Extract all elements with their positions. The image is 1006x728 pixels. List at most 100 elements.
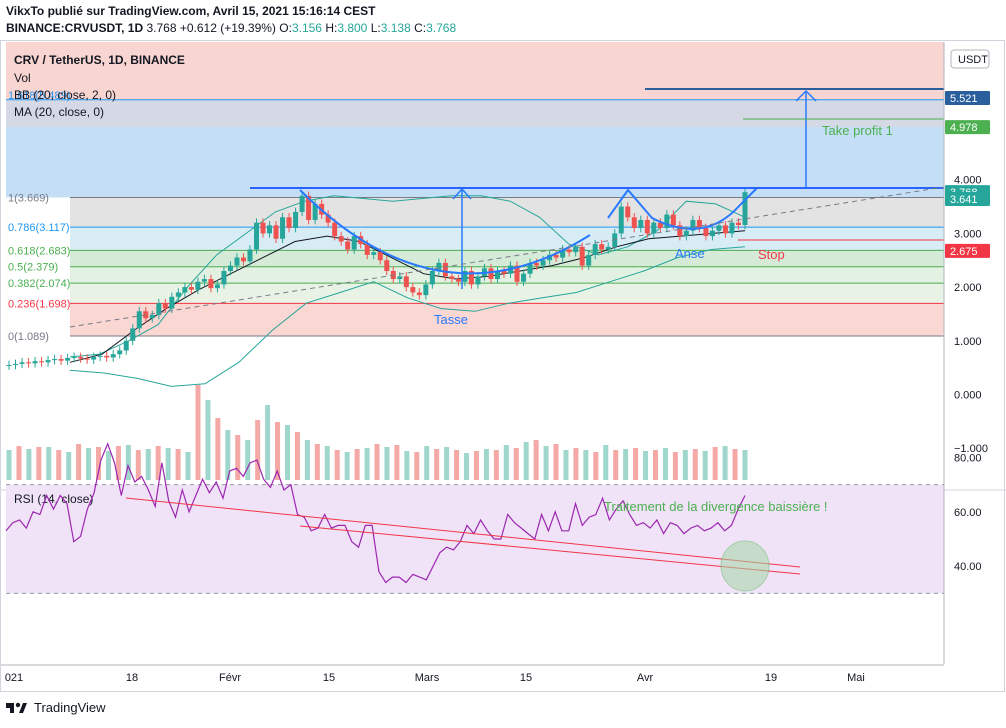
candle-body <box>683 230 689 237</box>
candle-body <box>6 364 12 366</box>
candle-body <box>494 270 500 280</box>
volume-bar <box>374 444 380 480</box>
candle-body <box>136 311 142 329</box>
volume-bar <box>583 450 589 480</box>
divergence-line <box>125 497 801 568</box>
candle-body <box>332 222 338 237</box>
volume-bar <box>314 444 320 480</box>
candle-body <box>664 214 670 229</box>
brand-text: TradingView <box>34 700 106 715</box>
time-tick-label: 021 <box>5 672 23 684</box>
volume-bar <box>384 447 390 480</box>
fib-zone <box>70 250 944 267</box>
tradingview-logo[interactable]: TradingView <box>6 700 106 715</box>
candle-body <box>696 219 702 229</box>
candle-body <box>573 246 579 253</box>
price-label-text: 3.641 <box>950 194 978 206</box>
candle-body <box>605 246 611 250</box>
fib-label: 0.382(2.074) <box>8 278 70 290</box>
volume-bar <box>56 450 62 480</box>
volume-bar <box>712 447 718 480</box>
volume-bar <box>36 447 42 480</box>
volume-bar <box>493 450 499 480</box>
volume-bar <box>473 451 479 480</box>
bb-upper-line <box>69 195 746 358</box>
candle-body <box>377 252 383 261</box>
volume-bar <box>265 405 271 480</box>
candle-body <box>670 214 676 226</box>
legend-title: CRV / TetherUS, 1D, BINANCE <box>14 53 185 67</box>
volume-bar <box>105 451 111 480</box>
volume-bar <box>613 450 619 480</box>
volume-bar <box>652 450 658 480</box>
trend-line <box>69 186 945 328</box>
fib-label: 0(1.089) <box>8 331 49 343</box>
take-profit-label: Take profit 1 <box>822 123 893 138</box>
candle-body <box>566 249 572 253</box>
candle-body <box>234 257 240 266</box>
open-value: 3.156 <box>291 21 322 35</box>
volume-bar <box>324 446 330 480</box>
candle-body <box>201 279 207 282</box>
time-tick-label: Avr <box>637 672 654 684</box>
price-label-text: 4.978 <box>950 122 978 134</box>
candle-body <box>117 350 123 355</box>
candle-body <box>156 303 162 316</box>
volume-bar <box>205 400 211 480</box>
high-label: H: <box>325 21 338 35</box>
candle-body <box>97 355 103 357</box>
fib-label: 0.236(1.698) <box>8 298 70 310</box>
close-label: C: <box>414 21 427 35</box>
time-tick-label: Mai <box>847 672 865 684</box>
candle-body <box>240 257 246 262</box>
low-value: 3.138 <box>380 21 411 35</box>
target-arrowhead <box>795 89 817 102</box>
volume-bar <box>593 452 599 480</box>
candle-body <box>338 236 344 242</box>
volume-bar <box>643 451 649 480</box>
candle-body <box>130 328 136 341</box>
candle-body <box>169 296 175 309</box>
last-price: 3.768 <box>146 21 177 35</box>
fib-zone <box>70 227 944 251</box>
handle-curve <box>607 187 758 230</box>
candle-body <box>436 262 442 271</box>
tradingview-icon <box>6 702 27 713</box>
fib-zone <box>70 303 944 337</box>
low-label: L: <box>370 21 381 35</box>
candle-body <box>735 222 741 226</box>
candle-body <box>175 292 181 297</box>
candle-body <box>488 268 494 280</box>
candle-body <box>677 225 683 237</box>
fib-label: 0.618(2.683) <box>8 245 70 257</box>
candle-body <box>293 211 299 229</box>
volume-bar <box>46 447 52 480</box>
candle-body <box>429 270 435 285</box>
rsi-tick-label: 60.00 <box>954 507 982 519</box>
candle-body <box>449 276 455 280</box>
candle-body <box>39 361 45 363</box>
candle-body <box>657 222 663 229</box>
candle-body <box>267 225 273 234</box>
candle-body <box>188 287 194 290</box>
close-value: 3.768 <box>426 21 457 35</box>
volume-bar <box>454 450 460 480</box>
candle-body <box>527 262 533 274</box>
volume-bar <box>125 445 131 480</box>
currency-button[interactable] <box>950 49 990 69</box>
candle-body <box>110 354 116 358</box>
candle-body <box>195 281 201 290</box>
volume-bar <box>722 446 728 480</box>
publisher-text: VikxTo publié sur TradingView.com, Avril… <box>6 4 376 18</box>
volume-bar <box>623 449 629 480</box>
volume-bar <box>294 432 300 480</box>
candle-body <box>13 363 19 365</box>
time-tick-label: 19 <box>765 672 777 684</box>
volume-bar <box>404 451 410 480</box>
candle-body <box>540 260 546 266</box>
handle-label: Anse <box>675 246 705 261</box>
volume-bar <box>523 442 529 480</box>
candle-body <box>644 219 650 234</box>
candle-body <box>19 362 25 364</box>
